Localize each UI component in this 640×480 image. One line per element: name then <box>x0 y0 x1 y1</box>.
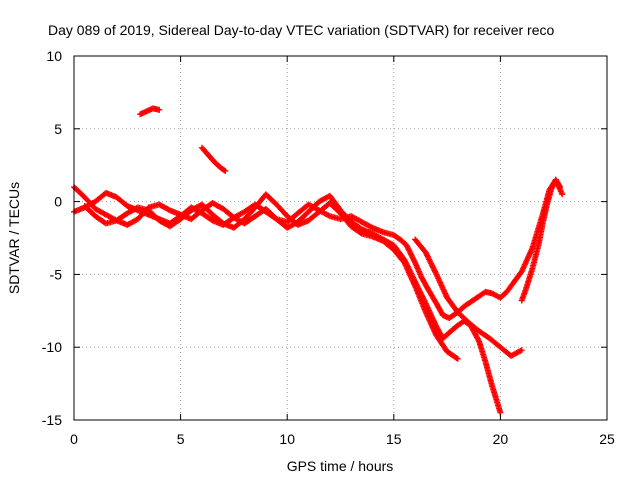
data-point-marker <box>559 191 566 198</box>
data-point-marker <box>408 251 415 258</box>
data-point-marker <box>408 253 415 260</box>
y-tick-label: -10 <box>42 339 62 355</box>
y-tick-label: -5 <box>50 266 63 282</box>
plot-frame <box>73 55 608 421</box>
data-point-marker <box>405 246 412 253</box>
data-point-marker <box>475 337 482 344</box>
x-tick-label: 15 <box>386 431 402 447</box>
data-point-marker <box>410 255 417 262</box>
data-point-marker <box>221 167 228 174</box>
data-point-marker <box>453 355 460 362</box>
y-tick-label: 0 <box>54 194 62 210</box>
y-axis-label: SDTVAR / TECUs <box>6 182 22 294</box>
data-point-marker <box>411 258 418 265</box>
data-point-marker <box>518 347 525 354</box>
x-tick-label: 25 <box>599 431 615 447</box>
x-tick-label: 5 <box>177 431 185 447</box>
data-point-marker <box>325 212 332 219</box>
x-axis-label: GPS time / hours <box>287 458 394 474</box>
data-point-marker <box>368 224 375 231</box>
data-point-marker <box>409 254 416 261</box>
x-tick-label: 20 <box>493 431 509 447</box>
data-point-marker <box>406 249 413 255</box>
y-tick-label: 10 <box>46 48 62 64</box>
data-point-marker <box>407 250 414 257</box>
data-point-marker <box>222 168 229 175</box>
data-point-marker <box>556 182 563 189</box>
data-point-marker <box>357 229 364 236</box>
data-point-marker <box>454 355 461 362</box>
chart-title: Day 089 of 2019, Sidereal Day-to-day VTE… <box>48 22 554 38</box>
data-point-marker <box>404 243 411 250</box>
data-point-marker <box>517 347 524 354</box>
x-tick-label: 0 <box>70 431 78 447</box>
x-tick-label: 10 <box>279 431 295 447</box>
data-point-marker <box>557 184 564 191</box>
y-tick-label: 5 <box>54 121 62 137</box>
data-point-marker <box>403 242 410 249</box>
data-point-marker <box>404 244 411 251</box>
data-point-marker <box>165 206 172 213</box>
data-point-marker <box>410 257 417 264</box>
data-point-marker <box>406 247 413 254</box>
data-points <box>71 105 566 416</box>
y-tick-label: -15 <box>42 412 62 428</box>
axis-ticks: 0 5 10 15 20 25 -15 -10 -5 0 5 10 <box>42 48 615 447</box>
data-point-marker <box>156 106 163 113</box>
